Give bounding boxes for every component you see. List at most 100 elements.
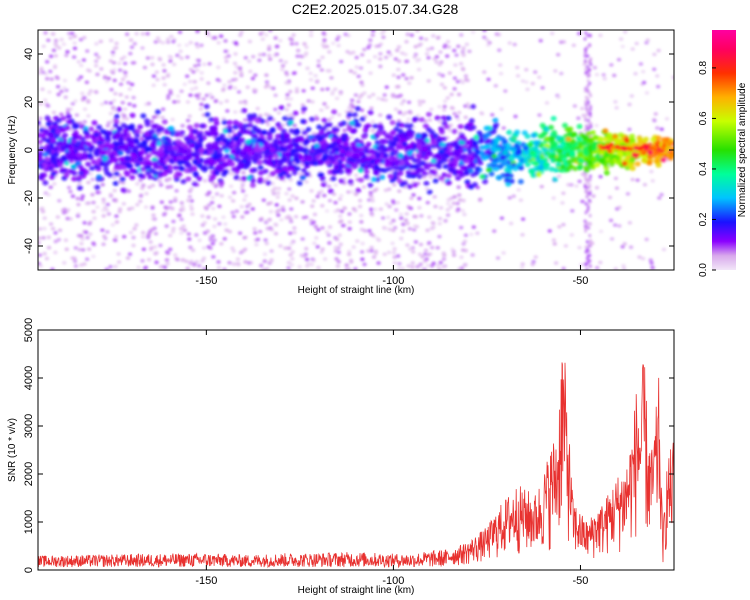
spectrogram-band-cell: [257, 176, 264, 182]
spectrogram-faint-cell: [454, 114, 460, 119]
spectrogram-faint-cell: [621, 263, 626, 268]
spectrogram-faint-cell: [651, 67, 657, 72]
spectrogram-faint-cell: [322, 257, 328, 261]
spectrogram-band-cell: [326, 122, 333, 128]
spectrogram-faint-cell: [414, 224, 420, 229]
spectrogram-faint-cell: [80, 237, 85, 241]
spectrogram-band-cell: [42, 151, 49, 158]
spectrogram-faint-cell: [448, 205, 454, 209]
spectrogram-band-cell: [65, 113, 72, 120]
spectrogram-faint-cell: [493, 84, 498, 88]
spectrogram-band-cell: [294, 165, 301, 172]
spectrogram-band-cell: [576, 165, 583, 171]
spectrogram-faint-cell: [87, 222, 92, 226]
spectrogram-faint-cell: [645, 38, 651, 42]
spectrogram-faint-cell: [622, 30, 628, 34]
spectrogram-faint-cell: [186, 232, 192, 236]
spectrogram-faint-cell: [242, 118, 248, 122]
spectrogram-faint-cell: [187, 237, 192, 241]
spectrogram-faint-cell: [496, 32, 502, 37]
spectrogram-faint-cell: [149, 227, 155, 232]
spectrogram-band-cell: [418, 116, 425, 123]
spectrogram-faint-cell: [435, 263, 441, 268]
spectrogram-band-cell: [162, 164, 169, 171]
spectrogram-faint-cell: [378, 113, 383, 117]
spectrogram-faint-cell: [206, 81, 211, 85]
spectrogram-band-cell: [220, 156, 227, 162]
spectrogram-band-cell: [126, 140, 133, 146]
spectrogram-faint-cell: [180, 204, 185, 209]
spectrogram-faint-cell: [232, 61, 238, 66]
spectrogram-faint-cell: [295, 48, 301, 53]
spectrogram-faint-cell: [369, 207, 374, 212]
spectrogram-band-cell: [591, 145, 598, 151]
spectrogram-faint-cell: [445, 213, 451, 217]
spectrogram-band-cell: [284, 137, 291, 143]
spectrogram-band-cell: [43, 166, 50, 172]
spectrogram-faint-cell: [73, 99, 78, 103]
spectrogram-faint-cell: [124, 95, 129, 99]
spectrogram-faint-cell: [231, 214, 236, 219]
spectrogram-band-cell: [463, 158, 470, 164]
spectrogram-faint-cell: [421, 99, 426, 104]
spectrogram-faint-cell: [334, 237, 340, 242]
spectrogram-faint-cell: [348, 69, 354, 73]
spectrogram-band-cell: [470, 124, 477, 131]
spectrogram-faint-cell: [273, 222, 278, 227]
spectrogram-faint-cell: [294, 41, 299, 46]
spectrogram-faint-cell: [201, 256, 207, 261]
spectrogram-faint-cell: [501, 251, 506, 255]
spectrogram-band-cell: [203, 103, 210, 110]
spectrogram-faint-cell: [455, 79, 461, 84]
spectrogram-faint-cell: [520, 232, 525, 237]
spectrogram-faint-cell: [411, 228, 417, 232]
spectrogram-band-cell: [374, 159, 381, 165]
spectrogram-faint-cell: [85, 49, 90, 53]
spectrogram-faint-cell: [404, 212, 409, 216]
spectrogram-faint-cell: [588, 43, 592, 48]
spectrogram-faint-cell: [431, 225, 436, 230]
spectrogram-faint-cell: [227, 79, 232, 84]
spectrogram-band-cell: [466, 140, 473, 146]
spectrogram-band-cell: [291, 170, 298, 176]
spectrogram-peak-cell: [610, 145, 616, 150]
spectrogram-faint-cell: [414, 59, 420, 63]
spectrogram-faint-cell: [391, 228, 396, 233]
spectrogram-faint-cell: [501, 126, 506, 130]
spectrogram-band-cell: [598, 150, 605, 156]
spectrogram-faint-cell: [304, 51, 309, 55]
spectrogram-faint-cell: [273, 186, 278, 191]
spectrogram-band-cell: [455, 169, 462, 175]
spectrogram-faint-cell: [403, 218, 409, 222]
spectrogram-band-cell: [338, 178, 345, 184]
spectrogram-faint-cell: [446, 45, 452, 49]
spectrogram-band-cell: [389, 120, 396, 126]
spectrogram-band-cell: [492, 166, 499, 172]
spectrogram-faint-cell: [338, 242, 343, 247]
spectrogram-faint-cell: [218, 101, 224, 105]
spectrogram-faint-cell: [278, 38, 283, 43]
spectrogram-band-cell: [517, 155, 524, 161]
spectrogram-faint-cell: [369, 232, 374, 236]
spectrogram-faint-cell: [38, 227, 43, 231]
spectrogram-faint-cell: [459, 255, 464, 260]
spectrogram-band-cell: [137, 156, 144, 163]
spectrogram-faint-cell: [368, 38, 373, 42]
spectrogram-faint-cell: [191, 70, 196, 74]
spectrogram-band-cell: [365, 156, 372, 162]
spectrogram-band-cell: [112, 122, 119, 129]
spectrogram-faint-cell: [225, 109, 230, 113]
spectrogram-faint-cell: [59, 37, 64, 42]
spectrogram-faint-cell: [362, 91, 367, 95]
spectrogram-faint-cell: [221, 215, 226, 219]
spectrogram-band-cell: [524, 162, 531, 168]
spectrogram-faint-cell: [616, 57, 622, 62]
spectrogram-faint-cell: [386, 250, 392, 255]
spectrogram-faint-cell: [319, 68, 325, 72]
spectrogram-faint-cell: [315, 194, 320, 199]
spectrogram-band-cell: [280, 128, 287, 134]
spectrogram-band-cell: [445, 180, 452, 186]
spectrogram-band-cell: [102, 166, 109, 172]
spectrogram-faint-cell: [122, 61, 128, 66]
spectrogram-band-cell: [269, 128, 276, 134]
